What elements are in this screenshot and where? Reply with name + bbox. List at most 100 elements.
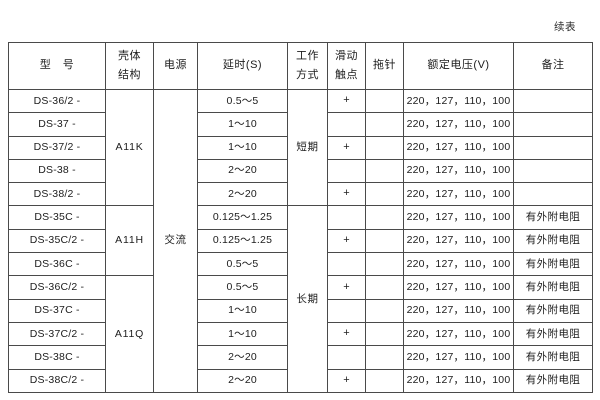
cell-drag-pointer bbox=[365, 205, 404, 230]
cell-delay: 0.125～1.25 bbox=[197, 205, 288, 230]
table-header: 型 号壳体 结构 电源 延时(S) 工作 方式 滑动 触点 拖针 额定电压(V) 备注 bbox=[8, 42, 593, 90]
cell-remark: 有外附电阻 bbox=[513, 298, 593, 323]
table-row: DS-37C/2 - 1～10 +220，127，110，100 有外附电阻 bbox=[8, 321, 593, 347]
table-row: DS-38 - 2～20 220，127，110，100 bbox=[8, 158, 593, 184]
table-row: DS-35C/2 - 0.125～1.25 +220，127，110，100 有外附电… bbox=[8, 228, 593, 254]
table-body: DS-36/2 - A11K 交流 0.5～5 短期 +220，127，110，100 DS… bbox=[8, 88, 593, 393]
cell-delay: 0.5～5 bbox=[197, 88, 288, 114]
table-row: DS-35C - A11H 0.125～1.25 长期 220，127，110，100 有… bbox=[8, 205, 593, 393]
table-row: DS-38/2 - 2～20 +220，127，110，100 bbox=[8, 182, 593, 207]
cell-remark: 有外附电阻 bbox=[513, 252, 593, 277]
cell-model: DS-38 - bbox=[8, 158, 106, 184]
cell-sliding-contact: + bbox=[327, 321, 366, 347]
cell-remark bbox=[513, 88, 593, 114]
cell-model: DS-37C - bbox=[8, 298, 106, 323]
column-header-line: 触点 bbox=[335, 68, 358, 81]
cell-sliding-contact: + bbox=[327, 135, 366, 160]
table-row: DS-37/2 - 1～10 +220，127，110，100 bbox=[8, 135, 593, 160]
column-header-text-power: 电源 bbox=[154, 43, 197, 89]
cell-delay: 1～10 bbox=[197, 135, 288, 160]
cell-rated-voltage: 220，127，110，100 bbox=[403, 228, 514, 254]
column-header-line: 壳体 bbox=[118, 49, 141, 62]
cell-sliding-contact: + bbox=[327, 182, 366, 207]
cell-rated-voltage: 220，127，110，100 bbox=[403, 112, 514, 137]
column-header-line: 型 号 bbox=[39, 59, 75, 72]
column-header-slide: 滑动 触点 bbox=[327, 42, 366, 90]
cell-sliding-contact bbox=[327, 158, 366, 184]
cell-sliding-contact bbox=[327, 112, 366, 137]
spec-table-container: 型 号壳体 结构 电源 延时(S) 工作 方式 滑动 触点 拖针 额定电压(V) 备注 DS-36/… bbox=[8, 42, 593, 393]
table-row: DS-38C - 2～20 220，127，110，100 有外附电阻 bbox=[8, 345, 593, 370]
cell-sliding-contact bbox=[327, 298, 366, 323]
cell-rated-voltage: 220，127，110，100 bbox=[403, 135, 514, 160]
cell-rated-voltage: 220，127，110，100 bbox=[403, 158, 514, 184]
column-header-power: 电源 bbox=[153, 42, 198, 90]
column-header-line: 拖针 bbox=[373, 59, 396, 72]
cell-rated-voltage: 220，127，110，100 bbox=[403, 88, 514, 114]
cell-drag-pointer bbox=[365, 321, 404, 347]
column-header-line: 延时(S) bbox=[222, 59, 263, 72]
header-row: 型 号壳体 结构 电源 延时(S) 工作 方式 滑动 触点 拖针 额定电压(V) 备注 bbox=[8, 42, 593, 90]
cell-remark: 有外附电阻 bbox=[513, 345, 593, 370]
table-row: DS-37 - 1～10 220，127，110，100 bbox=[8, 112, 593, 137]
cell-delay: 0.5～5 bbox=[197, 252, 288, 277]
cell-drag-pointer bbox=[365, 182, 404, 207]
column-header-line: 滑动 bbox=[335, 49, 358, 62]
cell-case-structure: A11K bbox=[105, 88, 154, 207]
cell-delay: 1～10 bbox=[197, 321, 288, 347]
cell-delay: 0.125～1.25 bbox=[197, 228, 288, 254]
cell-remark: 有外附电阻 bbox=[513, 321, 593, 347]
cell-sliding-contact: + bbox=[327, 228, 366, 254]
cell-remark: 有外附电阻 bbox=[513, 368, 593, 393]
column-header-remark: 备注 bbox=[513, 42, 593, 90]
cell-rated-voltage: 220，127，110，100 bbox=[403, 345, 514, 370]
column-header-delay: 延时(S) bbox=[197, 42, 288, 90]
cell-model: DS-35C/2 - bbox=[8, 228, 106, 254]
cell-drag-pointer bbox=[365, 228, 404, 254]
cell-drag-pointer bbox=[365, 345, 404, 370]
column-header-text-model: 型 号 bbox=[9, 43, 105, 89]
column-header-text-voltage: 额定电压(V) bbox=[404, 43, 513, 89]
cell-model: DS-38C - bbox=[8, 345, 106, 370]
column-header-text-pointer: 拖针 bbox=[366, 43, 403, 89]
column-header-mode: 工作 方式 bbox=[287, 42, 328, 90]
cell-model: DS-36C - bbox=[8, 252, 106, 277]
cell-rated-voltage: 220，127，110，100 bbox=[403, 275, 514, 300]
cell-power-supply: 交流 bbox=[153, 89, 198, 393]
column-header-line: 额定电压(V) bbox=[427, 59, 490, 72]
cell-drag-pointer bbox=[365, 88, 404, 114]
cell-delay: 2～20 bbox=[197, 345, 288, 370]
relay-spec-table: 型 号壳体 结构 电源 延时(S) 工作 方式 滑动 触点 拖针 额定电压(V) 备注 DS-36/… bbox=[8, 42, 593, 393]
cell-delay: 1～10 bbox=[197, 298, 288, 323]
column-header-line: 电源 bbox=[164, 59, 187, 72]
cell-remark bbox=[513, 135, 593, 160]
cell-rated-voltage: 220，127，110，100 bbox=[403, 252, 514, 277]
table-row: DS-36/2 - A11K 交流 0.5～5 短期 +220，127，110，100 bbox=[8, 88, 593, 393]
cell-model: DS-37 - bbox=[8, 112, 106, 137]
cell-delay: 1～10 bbox=[197, 112, 288, 137]
continued-table-label: 续表 bbox=[554, 21, 576, 33]
cell-work-mode: 长期 bbox=[287, 205, 328, 393]
table-row: DS-36C - 0.5～5 220，127，110，100 有外附电阻 bbox=[8, 252, 593, 277]
cell-work-mode: 短期 bbox=[287, 88, 328, 207]
cell-drag-pointer bbox=[365, 112, 404, 137]
cell-rated-voltage: 220，127，110，100 bbox=[403, 368, 514, 393]
cell-drag-pointer bbox=[365, 252, 404, 277]
cell-sliding-contact bbox=[327, 205, 366, 230]
cell-delay: 2～20 bbox=[197, 368, 288, 393]
cell-sliding-contact: + bbox=[327, 88, 366, 114]
cell-remark bbox=[513, 182, 593, 207]
cell-rated-voltage: 220，127，110，100 bbox=[403, 205, 514, 230]
column-header-pointer: 拖针 bbox=[365, 42, 404, 90]
cell-sliding-contact bbox=[327, 252, 366, 277]
cell-model: DS-38/2 - bbox=[8, 182, 106, 207]
cell-model: DS-38C/2 - bbox=[8, 368, 106, 393]
column-header-line: 备注 bbox=[541, 59, 565, 72]
cell-delay: 0.5～5 bbox=[197, 275, 288, 300]
cell-case-structure: A11H bbox=[105, 205, 154, 277]
column-header-text-delay: 延时(S) bbox=[198, 43, 287, 89]
cell-drag-pointer bbox=[365, 368, 404, 393]
column-header-text-remark: 备注 bbox=[514, 43, 592, 89]
cell-rated-voltage: 220，127，110，100 bbox=[403, 298, 514, 323]
cell-drag-pointer bbox=[365, 158, 404, 184]
